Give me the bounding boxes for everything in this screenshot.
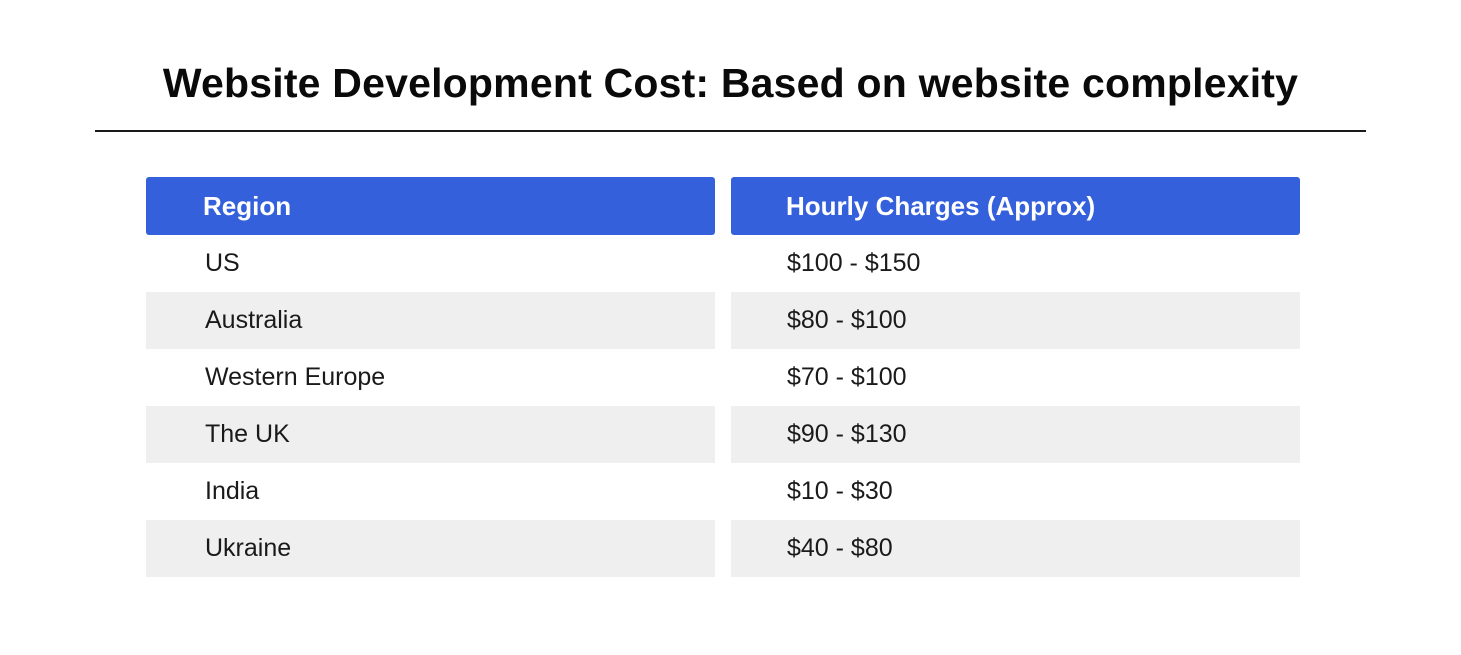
hourly-charges-header: Hourly Charges (Approx) <box>731 177 1300 235</box>
region-cell: India <box>205 477 260 505</box>
charge-cell: $80 - $100 <box>731 292 1300 349</box>
page-title: Website Development Cost: Based on websi… <box>162 60 1299 106</box>
region-cell: US <box>205 249 240 277</box>
hourly-charges-column: Hourly Charges (Approx) $100 - $150 $80 … <box>731 177 1300 577</box>
charge-cell: $70 - $100 <box>787 363 907 391</box>
region-cell: The UK <box>146 406 715 463</box>
charge-cell: $90 - $130 <box>731 406 1300 463</box>
region-cell: Australia <box>146 292 715 349</box>
charge-cell: $40 - $80 <box>731 520 1300 577</box>
region-cell: Ukraine <box>146 520 715 577</box>
charge-cell: $10 - $30 <box>787 477 893 505</box>
title-divider <box>95 130 1366 132</box>
region-column: Region US Australia Western Europe The U… <box>146 177 715 577</box>
charge-cell: $100 - $150 <box>787 249 921 277</box>
region-header: Region <box>146 177 715 235</box>
region-cell: Western Europe <box>205 363 386 391</box>
